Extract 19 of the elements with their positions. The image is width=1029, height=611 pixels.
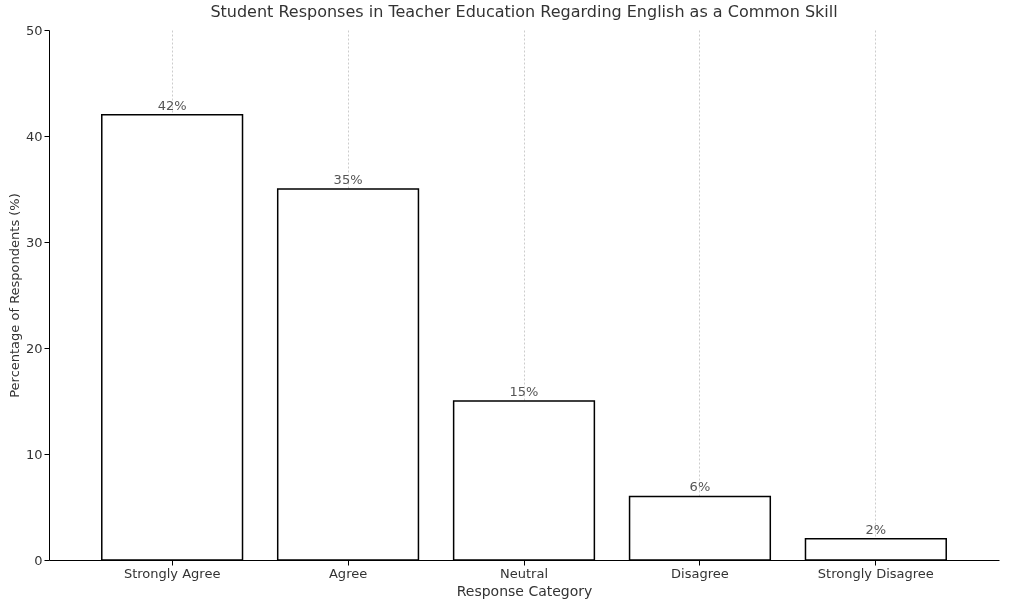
- data-label: 6%: [689, 479, 711, 495]
- y-axis-title: Percentage of Respondents (%): [6, 193, 22, 398]
- y-tick-label: 20: [25, 340, 43, 356]
- x-tick-label: Disagree: [671, 565, 729, 581]
- data-label: 35%: [333, 172, 363, 187]
- y-tick-label: 40: [25, 128, 43, 144]
- data-label: 42%: [157, 97, 187, 113]
- y-tick-label: 30: [25, 234, 43, 250]
- data-label: 2%: [865, 521, 887, 537]
- y-tick-label: 50: [25, 22, 43, 38]
- y-tick-label: 10: [25, 446, 43, 462]
- y-tick-label: 0: [34, 552, 43, 568]
- x-axis-title: Response Category: [456, 582, 593, 599]
- x-tick-label: Agree: [328, 565, 368, 581]
- x-tick-label: Strongly Agree: [123, 565, 221, 581]
- x-tick-label: Neutral: [500, 565, 548, 581]
- data-label: 15%: [509, 384, 539, 399]
- chart-title: Student Responses in Teacher Education Regarding English as a Common Skill: [210, 2, 838, 21]
- x-tick-label: Strongly Disagree: [817, 565, 934, 581]
